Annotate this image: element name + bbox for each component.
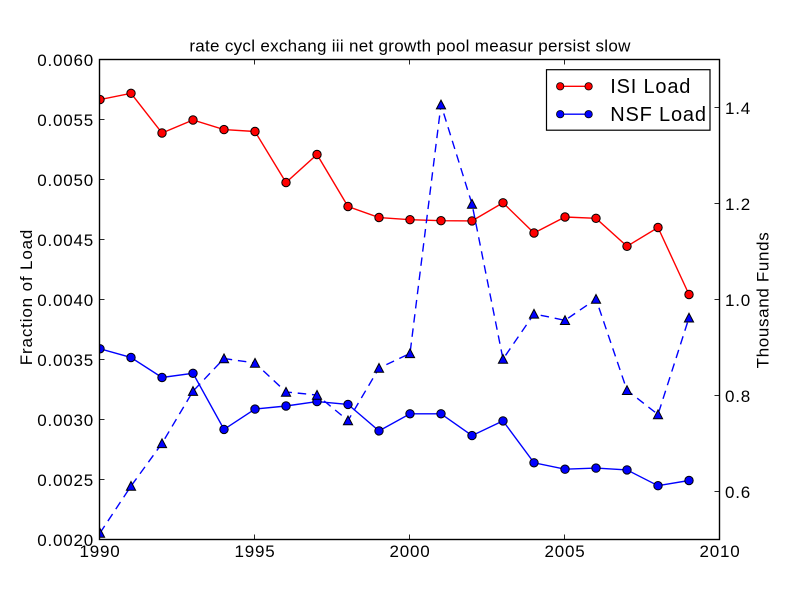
svg-text:rate cycl exchang iii net grow: rate cycl exchang iii net growth pool me… [189, 37, 631, 56]
svg-text:0.0055: 0.0055 [37, 111, 94, 130]
svg-text:0.0025: 0.0025 [37, 471, 94, 490]
svg-text:2005: 2005 [544, 542, 585, 561]
svg-text:0.0040: 0.0040 [37, 291, 94, 310]
svg-text:0.0045: 0.0045 [37, 231, 94, 250]
svg-text:0.0060: 0.0060 [37, 51, 94, 70]
svg-text:1.0: 1.0 [725, 291, 751, 310]
svg-text:1990: 1990 [79, 542, 120, 561]
svg-text:0.6: 0.6 [725, 483, 751, 502]
svg-text:0.0050: 0.0050 [37, 171, 94, 190]
svg-text:Fraction of Load: Fraction of Load [17, 229, 36, 365]
svg-text:1995: 1995 [234, 542, 275, 561]
svg-text:0.0035: 0.0035 [37, 351, 94, 370]
svg-text:Thousand Funds: Thousand Funds [754, 232, 773, 369]
svg-text:NSF Load: NSF Load [610, 104, 706, 126]
svg-text:0.0030: 0.0030 [37, 411, 94, 430]
svg-text:1.2: 1.2 [725, 195, 751, 214]
svg-text:2000: 2000 [389, 542, 430, 561]
svg-text:0.0020: 0.0020 [37, 531, 94, 550]
svg-text:2010: 2010 [699, 542, 740, 561]
svg-text:ISI Load: ISI Load [610, 76, 691, 98]
svg-text:0.8: 0.8 [725, 387, 751, 406]
svg-text:1.4: 1.4 [725, 99, 751, 118]
